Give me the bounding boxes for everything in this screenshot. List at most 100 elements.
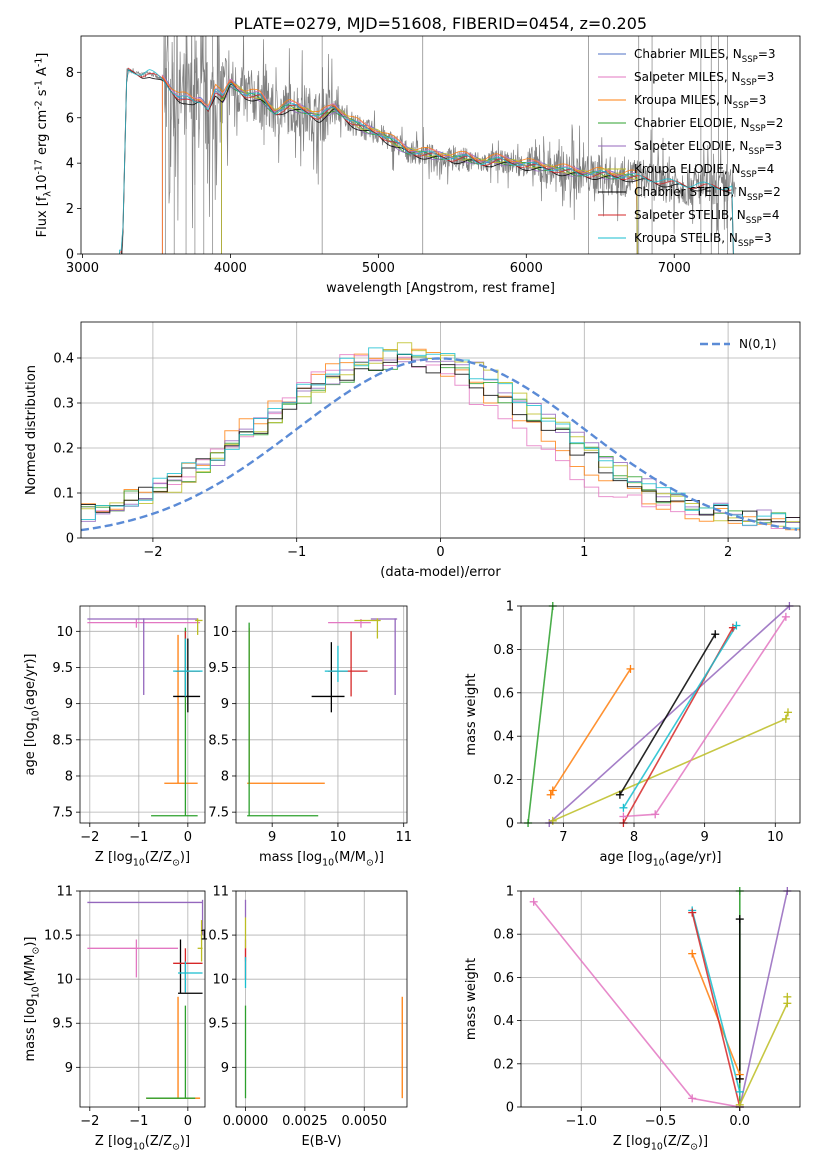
- mass-weight-marker: [546, 790, 555, 799]
- mass-weight-marker: [615, 790, 624, 799]
- x-axis-label: E(B-V): [301, 1134, 341, 1149]
- x-tick-label: 0.0: [729, 1114, 750, 1129]
- y-tick-label: 4: [66, 157, 74, 172]
- model-spectrum-line: [221, 81, 638, 254]
- y-tick-label: 0: [506, 1101, 514, 1116]
- ticks: −2 −1 0 9 9.5 10 10.5 11: [44, 885, 192, 1130]
- y-tick-label: 1: [506, 885, 514, 900]
- mass-weight-line: [691, 912, 741, 1107]
- x-tick-label: −1: [129, 1114, 148, 1129]
- x-tick-label: 5000: [362, 261, 395, 276]
- x-tick-label: 8: [630, 830, 638, 845]
- y-tick-label: 9: [65, 697, 73, 712]
- mass-weight-marker: [688, 908, 697, 917]
- errorbar-point: [311, 642, 345, 713]
- errorbar-point: [197, 920, 203, 962]
- x-axis-label: wavelength [Angstrom, rest frame]: [326, 281, 555, 296]
- legend-label: N(0,1): [739, 337, 776, 351]
- mass-weight-marker: [688, 949, 697, 958]
- x-tick-label: −2: [143, 545, 162, 560]
- x-axis-label: age [log10(age/yr)]: [599, 850, 721, 869]
- mass-weight-marker: [735, 1074, 744, 1083]
- plot-area: [81, 342, 800, 532]
- errorbar-point: [146, 1005, 196, 1099]
- mass-vs-metallicity-panel: −2 −1 0 9 9.5 10 10.5 11 Z [log10(Z/Z⊙)] mass [lo…: [23, 885, 206, 1153]
- y-tick-label: 9.5: [208, 1017, 229, 1032]
- y-tick-label: 0: [506, 817, 514, 832]
- legend-label: Salpeter ELODIE, NSSP=3: [634, 139, 782, 157]
- y-axis-label: mass weight: [464, 673, 479, 755]
- ticks: −2 −1 0 7.5 8 8.5 9 9.5 10: [52, 625, 192, 845]
- y-axis-label: mass weight: [464, 958, 479, 1040]
- mass-weight-marker: [711, 630, 720, 639]
- mass-weight-line: [622, 625, 738, 809]
- model-spectrum-line: [221, 85, 638, 254]
- ticks: 0.0000 0.0025 0.0050 9 9.5 10 10.5 11: [200, 885, 387, 1130]
- y-tick-label: 11: [56, 885, 73, 900]
- mass-weight-marker: [732, 621, 741, 630]
- age-vs-mass-panel: 9 10 11 7.5 8 8.5 9 9.5 10 mass [log10(M/M⊙)]: [208, 605, 412, 869]
- x-tick-label: 10: [330, 830, 347, 845]
- plot-area: [87, 618, 203, 817]
- mass-weight-marker: [619, 803, 628, 812]
- y-tick-label: 10.5: [44, 929, 73, 944]
- model-spectrum-line: [119, 69, 734, 254]
- plot-area: [247, 618, 398, 817]
- x-tick-label: −0.5: [645, 1114, 677, 1129]
- y-tick-label: 7.5: [52, 806, 73, 821]
- x-tick-label: 7000: [658, 261, 691, 276]
- errorbar-point: [87, 939, 179, 978]
- y-tick-label: 0.2: [493, 1057, 514, 1072]
- y-axis-label: age [log10(age/yr)]: [23, 653, 42, 775]
- x-axis-label: (data-model)/error: [380, 565, 501, 580]
- y-tick-label: 0.1: [53, 487, 74, 502]
- mass-weight-marker: [783, 708, 792, 717]
- mass-weight-marker: [548, 816, 557, 825]
- mass-weight-line: [548, 606, 790, 823]
- y-tick-label: 0.4: [493, 730, 514, 745]
- y-tick-label: 9.5: [208, 661, 229, 676]
- mass-weight-marker: [651, 810, 660, 819]
- x-tick-label: 4000: [214, 261, 247, 276]
- y-tick-label: 10: [212, 973, 229, 988]
- x-tick-label: 10: [767, 830, 784, 845]
- model-spectrum-line: [119, 67, 734, 254]
- y-tick-label: 10: [56, 625, 73, 640]
- x-tick-label: 0.0050: [342, 1114, 388, 1129]
- errorbar-point: [164, 634, 198, 784]
- mass-weight-marker: [688, 1094, 697, 1103]
- x-tick-label: −2: [80, 830, 99, 845]
- y-tick-label: 1: [506, 600, 514, 615]
- ticks: 7 8 9 10 0 0.2 0.4 0.6 0.8 1: [493, 600, 783, 846]
- plot-area: [119, 36, 737, 254]
- x-tick-label: 1: [580, 545, 588, 560]
- y-tick-label: 8.5: [52, 733, 73, 748]
- legend: Chabrier MILES, NSSP=3 Salpeter MILES, NS…: [598, 47, 783, 249]
- mass-weight-marker: [529, 897, 538, 906]
- mass-weight-line: [527, 606, 554, 823]
- x-axis-label: mass [log10(M/M⊙)]: [259, 850, 384, 869]
- errorbar-point: [178, 961, 203, 993]
- y-tick-label: 0.4: [53, 352, 74, 367]
- x-tick-label: −1.0: [565, 1114, 597, 1129]
- ticks: 9 10 11 7.5 8 8.5 9 9.5 10: [208, 625, 412, 845]
- mass-vs-extinction-panel: 0.0000 0.0025 0.0050 9 9.5 10 10.5 11 E(B-V): [200, 885, 408, 1149]
- mass-weight-marker: [781, 714, 790, 723]
- model-spectrum-line: [161, 75, 638, 254]
- y-tick-label: 0.8: [493, 928, 514, 943]
- model-spectrum-line: [119, 68, 734, 254]
- spectrum-panel: PLATE=0279, MJD=51608, FIBERID=0454, z=0…: [33, 14, 801, 296]
- y-axis-label: Normed distribution: [24, 365, 39, 495]
- mass-weight-marker: [735, 915, 744, 924]
- x-tick-label: 9: [268, 830, 276, 845]
- ticks: −2 −1 0 1 2 0 0.1 0.2 0.3 0.4: [53, 352, 732, 561]
- legend-label: Salpeter STELIB, NSSP=4: [634, 208, 780, 226]
- y-tick-label: 9: [221, 1061, 229, 1076]
- mass-weight-marker: [735, 1087, 744, 1096]
- y-tick-label: 8: [66, 66, 74, 81]
- y-tick-label: 8.5: [208, 733, 229, 748]
- y-tick-label: 0: [66, 532, 74, 547]
- legend-label: Chabrier STELIB, NSSP=2: [634, 185, 781, 203]
- mass-weight-marker: [548, 786, 557, 795]
